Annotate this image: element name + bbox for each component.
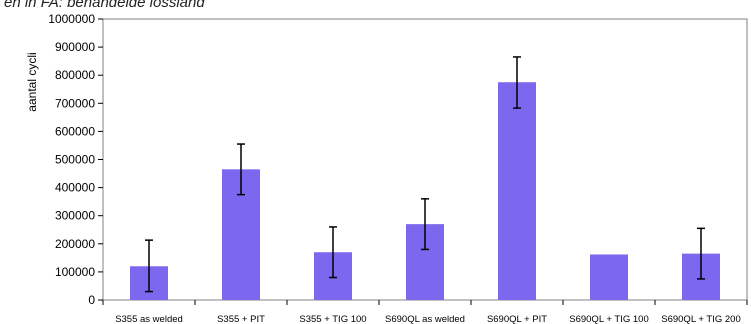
x-category-label: S690QL + TIG 100 [569, 314, 648, 324]
y-tick-label: 800000 [55, 68, 95, 82]
y-tick-label: 500000 [55, 153, 95, 167]
y-axis-title: aantal cycli [25, 52, 39, 111]
figure-caption: en in FA: behandelde lossland [4, 0, 205, 11]
y-tick-label: 700000 [55, 96, 95, 110]
y-tick-label: 400000 [55, 181, 95, 195]
x-category-label: S690QL + TIG 200 [661, 314, 740, 324]
y-tick-label: 100000 [55, 265, 95, 279]
y-tick-label: 200000 [55, 237, 95, 251]
x-category-label: S355 + PIT [217, 314, 265, 324]
bar [590, 254, 628, 300]
y-tick-label: 300000 [55, 209, 95, 223]
y-tick-label: 900000 [55, 40, 95, 54]
x-category-label: S355 as welded [115, 314, 183, 324]
x-category-label: S690QL + PIT [487, 314, 547, 324]
x-category-label: S690QL as welded [385, 314, 465, 324]
x-category-label: S355 + TIG 100 [299, 314, 366, 324]
y-tick-label: 0 [88, 293, 95, 307]
y-tick-label: 600000 [55, 124, 95, 138]
y-tick-label: 1000000 [48, 12, 95, 26]
bar [498, 82, 536, 300]
